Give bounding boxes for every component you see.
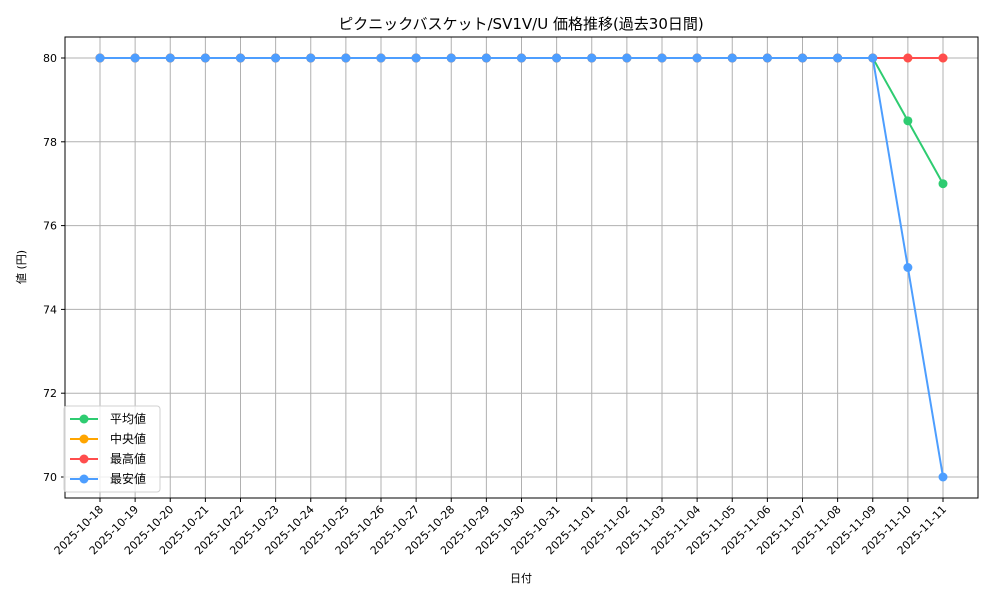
y-tick-label: 80: [43, 52, 57, 65]
y-tick-label: 76: [43, 220, 57, 233]
y-tick-label: 78: [43, 136, 57, 149]
y-tick-label: 74: [43, 303, 57, 316]
data-point: [903, 116, 913, 126]
legend-swatch-marker: [79, 434, 89, 444]
legend-swatch-marker: [79, 474, 89, 484]
data-series: [95, 53, 948, 482]
y-axis-ticks: 70 72 74 76 78 80: [43, 52, 65, 484]
x-axis-ticks: 2025-10-182025-10-192025-10-202025-10-21…: [52, 498, 949, 557]
data-point: [903, 53, 913, 63]
y-tick-label: 70: [43, 471, 57, 484]
data-point: [938, 472, 948, 482]
legend-label: 平均値: [110, 411, 146, 426]
data-point: [903, 263, 913, 272]
legend-label: 中央値: [110, 431, 146, 446]
data-point: [95, 53, 105, 63]
data-point: [762, 53, 772, 63]
data-point: [306, 53, 316, 63]
data-point: [868, 53, 878, 63]
legend-label: 最安値: [110, 471, 146, 486]
data-point: [692, 53, 702, 63]
data-point: [587, 53, 597, 63]
y-tick-label: 72: [43, 387, 57, 400]
data-point: [376, 53, 386, 63]
legend-swatch-marker: [79, 454, 89, 464]
data-point: [236, 53, 245, 63]
data-point: [411, 53, 421, 63]
data-point: [200, 53, 210, 63]
grid-lines: [65, 37, 978, 498]
data-point: [657, 53, 667, 63]
legend-box: [63, 405, 161, 493]
data-point: [341, 53, 351, 63]
data-point: [622, 53, 632, 63]
chart-title: ピクニックバスケット/SV1V/U 価格推移(過去30日間): [338, 15, 704, 33]
legend-label: 最高値: [110, 451, 146, 466]
y-axis-label: 値 (円): [15, 250, 28, 284]
data-point: [517, 53, 526, 63]
legend-swatch-marker: [79, 414, 89, 424]
data-point: [481, 53, 491, 63]
data-point: [446, 53, 456, 63]
data-point: [130, 53, 140, 63]
data-point: [552, 53, 562, 63]
data-point: [165, 53, 175, 63]
data-point: [938, 53, 948, 63]
series-最安値: [95, 53, 948, 482]
data-point: [798, 53, 807, 63]
data-point: [833, 53, 843, 63]
data-point: [271, 53, 281, 63]
data-point: [727, 53, 737, 63]
x-axis-label: 日付: [510, 572, 532, 585]
data-point: [938, 179, 948, 189]
